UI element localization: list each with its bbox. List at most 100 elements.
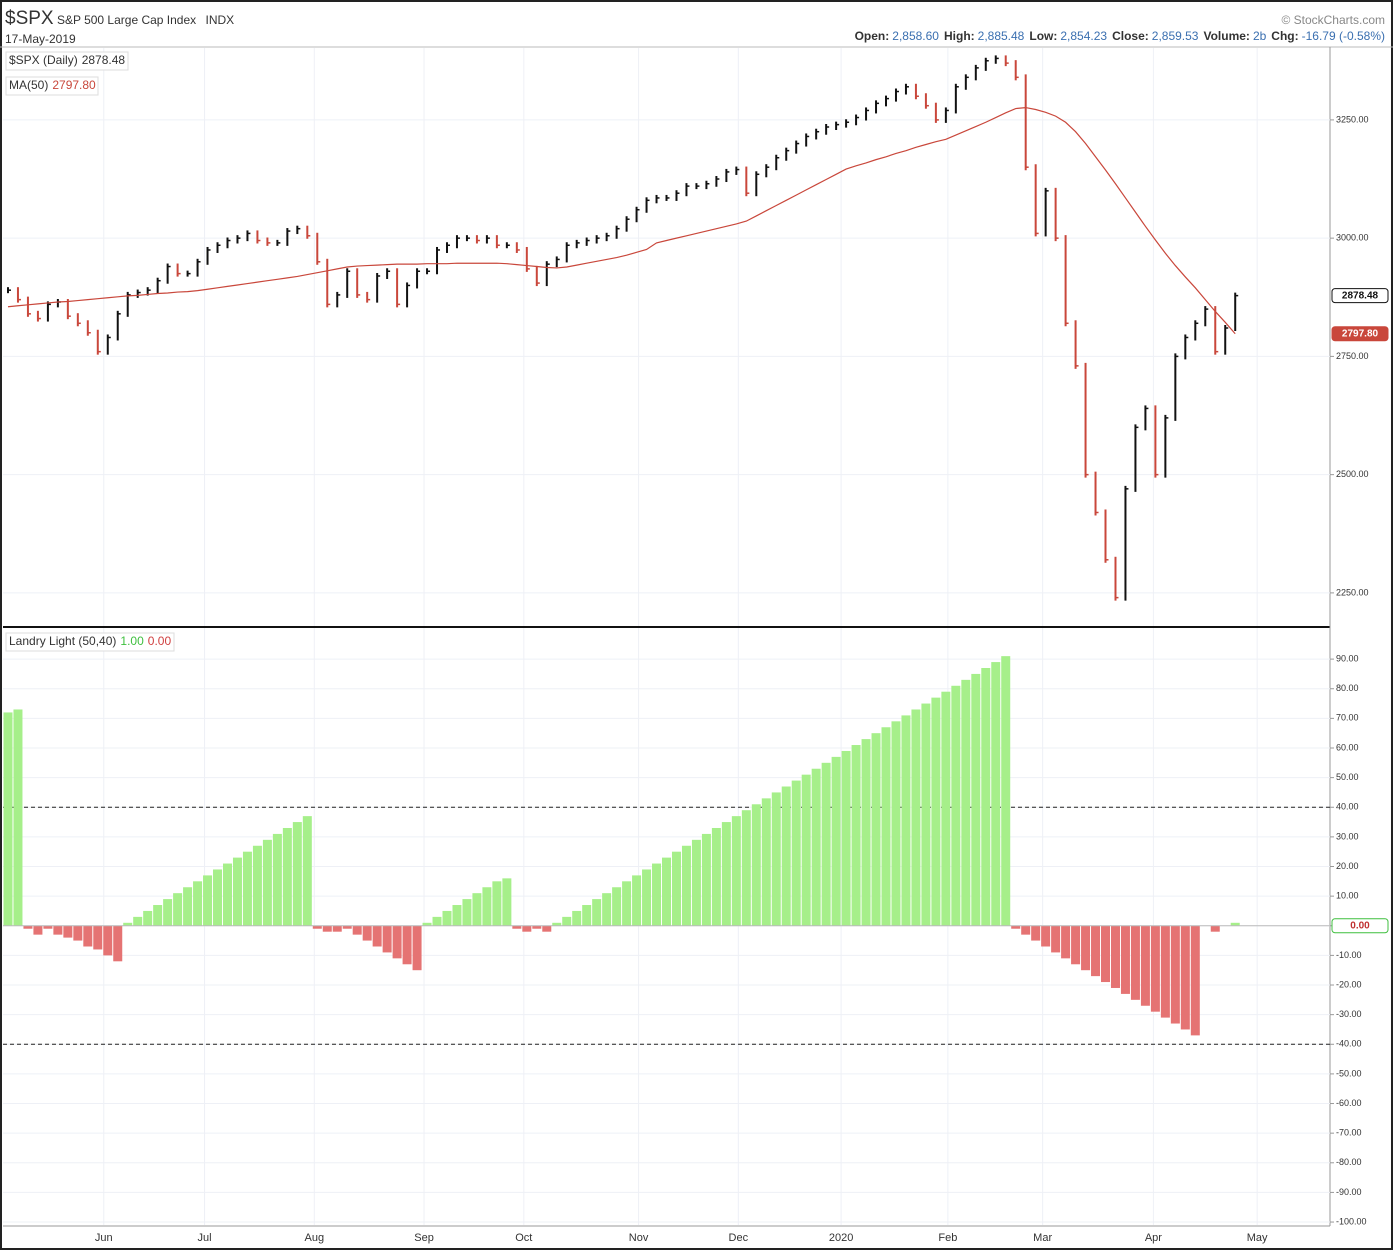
histogram-bar: [1140, 925, 1150, 1006]
last-indicator: 0.00: [1350, 920, 1370, 931]
y-tick-label: -10.00: [1336, 950, 1362, 960]
histogram-bar: [492, 881, 502, 926]
symbol: $SPX: [5, 8, 54, 29]
y-tick-label: 60.00: [1336, 742, 1359, 752]
histogram-bar: [542, 925, 552, 932]
histogram-bar: [372, 925, 382, 947]
quote-value: 2b: [1252, 29, 1267, 43]
x-tick-label: Feb: [938, 1232, 957, 1244]
histogram-bar: [971, 673, 981, 926]
histogram-bar: [512, 925, 522, 929]
histogram-bar: [322, 925, 332, 932]
histogram-bar: [222, 863, 232, 926]
y-tick-label: 40.00: [1336, 802, 1359, 812]
y-tick-label: -20.00: [1336, 979, 1362, 989]
histogram-bar: [801, 774, 811, 926]
legend-param: 0.00: [148, 634, 172, 648]
histogram-bar: [931, 697, 941, 926]
quote-value: 2,858.60: [892, 29, 939, 43]
last-ma: 2797.80: [1342, 328, 1379, 339]
histogram-bar: [911, 709, 921, 926]
histogram-bar: [1081, 925, 1091, 971]
y-tick-label: -30.00: [1336, 1009, 1362, 1019]
histogram-bar: [23, 925, 33, 929]
histogram-bar: [572, 910, 582, 926]
histogram-bar: [482, 887, 492, 926]
histogram-bar: [861, 739, 871, 926]
histogram-bar: [332, 925, 342, 932]
legend-value: 2878.48: [82, 53, 126, 67]
histogram-bar: [891, 721, 901, 926]
y-tick-label: -90.00: [1336, 1187, 1362, 1197]
y-tick-label: 20.00: [1336, 861, 1359, 871]
histogram-bar: [981, 667, 991, 926]
histogram-bar: [881, 727, 891, 926]
histogram-bar: [412, 925, 422, 971]
x-tick-label: Jul: [198, 1232, 212, 1244]
histogram-bar: [133, 916, 143, 926]
histogram-bar: [183, 887, 193, 926]
histogram-bar: [93, 925, 103, 950]
histogram-bar: [552, 922, 562, 926]
histogram-bar: [252, 845, 262, 926]
histogram-bar: [392, 925, 402, 959]
y-tick-label: 70.00: [1336, 713, 1359, 723]
histogram-bar: [173, 893, 183, 926]
quote-value: 2,854.23: [1060, 29, 1108, 43]
histogram-bar: [921, 703, 931, 926]
histogram-bar: [1011, 925, 1021, 929]
last-ma-box: [1331, 326, 1389, 342]
histogram-bar: [153, 905, 163, 926]
histogram-bar: [681, 845, 691, 926]
legend-name: $SPX (Daily): [9, 53, 78, 67]
histogram-bar: [1101, 925, 1111, 983]
histogram-bar: [851, 745, 861, 926]
histogram-bar: [622, 881, 632, 926]
histogram-bar: [1160, 925, 1170, 1018]
histogram-bar: [272, 833, 282, 926]
quote-value: 2,885.48: [977, 29, 1025, 43]
y-tick-label: 30.00: [1336, 831, 1359, 841]
histogram-bar: [1190, 925, 1200, 1036]
histogram-bar: [402, 925, 412, 965]
histogram-bar: [701, 833, 711, 926]
histogram-bar: [232, 857, 242, 926]
histogram-bar: [1120, 925, 1130, 994]
histogram-bar: [941, 691, 951, 926]
histogram-bar: [472, 893, 482, 926]
histogram-bar: [1021, 925, 1031, 935]
histogram-bar: [282, 827, 292, 926]
histogram-bar: [781, 786, 791, 926]
histogram-bar: [1180, 925, 1190, 1030]
histogram-bar: [671, 851, 681, 926]
histogram-bar: [163, 899, 173, 926]
histogram-bar: [1071, 925, 1081, 965]
legend-value: 2797.80: [52, 78, 96, 92]
histogram-bar: [532, 925, 542, 929]
y-tick-label: -100.00: [1336, 1216, 1367, 1226]
legend-box: [5, 632, 175, 652]
histogram-bar: [432, 916, 442, 926]
histogram-bar: [33, 925, 43, 935]
histogram-bar: [382, 925, 392, 953]
quote-value: 2,859.53: [1151, 29, 1199, 43]
histogram-bar: [771, 792, 781, 926]
histogram-bar: [612, 887, 622, 926]
histogram-bar: [203, 875, 213, 926]
histogram-bar: [462, 899, 472, 926]
header-left: $SPX S&P 500 Large Cap Index INDX: [5, 8, 234, 30]
histogram-bar: [1130, 925, 1140, 1000]
x-tick-label: Nov: [629, 1232, 649, 1244]
histogram-bar: [811, 768, 821, 926]
legend-param: 1.00: [120, 634, 144, 648]
histogram-bar: [632, 875, 642, 926]
y-tick-label: 90.00: [1336, 653, 1359, 663]
histogram-bar: [522, 925, 532, 932]
histogram-bar: [143, 910, 153, 926]
histogram-bar: [1051, 925, 1061, 953]
histogram-bar: [73, 925, 83, 941]
x-tick-label: Aug: [305, 1232, 325, 1244]
